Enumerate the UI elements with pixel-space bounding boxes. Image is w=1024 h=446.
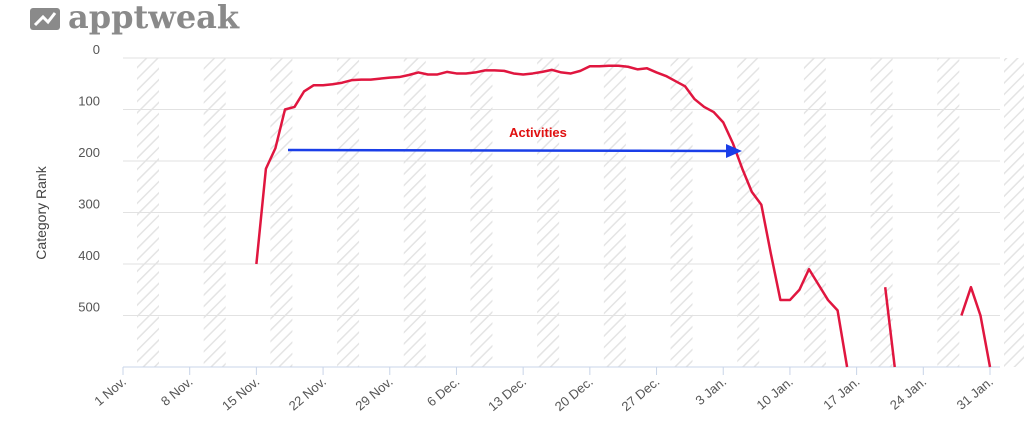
x-tick-label: 31 Jan. [954,374,996,413]
x-tick-label: 10 Jan. [754,374,796,413]
x-tick-label: 13 Dec. [485,374,529,414]
hatch-band [1004,58,1024,367]
y-tick-label: 300 [78,197,100,212]
y-tick-label: 200 [78,145,100,160]
y-tick-label: 400 [78,248,100,263]
y-tick-label: 500 [78,300,100,315]
x-tick-label: 6 Dec. [424,374,462,410]
x-tick-label: 27 Dec. [618,374,662,414]
x-tick-label: 17 Jan. [820,374,862,413]
y-axis-label: Category Rank [33,165,49,259]
arrow-line [287,148,729,153]
x-tick-label: 3 Jan. [692,374,729,408]
x-tick-label: 24 Jan. [887,374,929,413]
arrow-head [726,144,742,158]
x-tick-label: 22 Nov. [286,374,329,414]
logo: apptweak [30,0,240,36]
rank-line [255,64,992,368]
annotation: Activities [509,125,567,140]
y-tick-label: 0 [93,42,100,57]
x-tick-label: 1 Nov. [91,374,129,409]
x-tick-label: 15 Nov. [219,374,262,414]
x-tick-label: 29 Nov. [352,374,395,414]
brand: apptweak [68,0,240,36]
y-tick-label: 100 [78,94,100,109]
x-tick-label: 8 Nov. [158,374,196,409]
x-tick-label: 20 Dec. [552,374,596,414]
